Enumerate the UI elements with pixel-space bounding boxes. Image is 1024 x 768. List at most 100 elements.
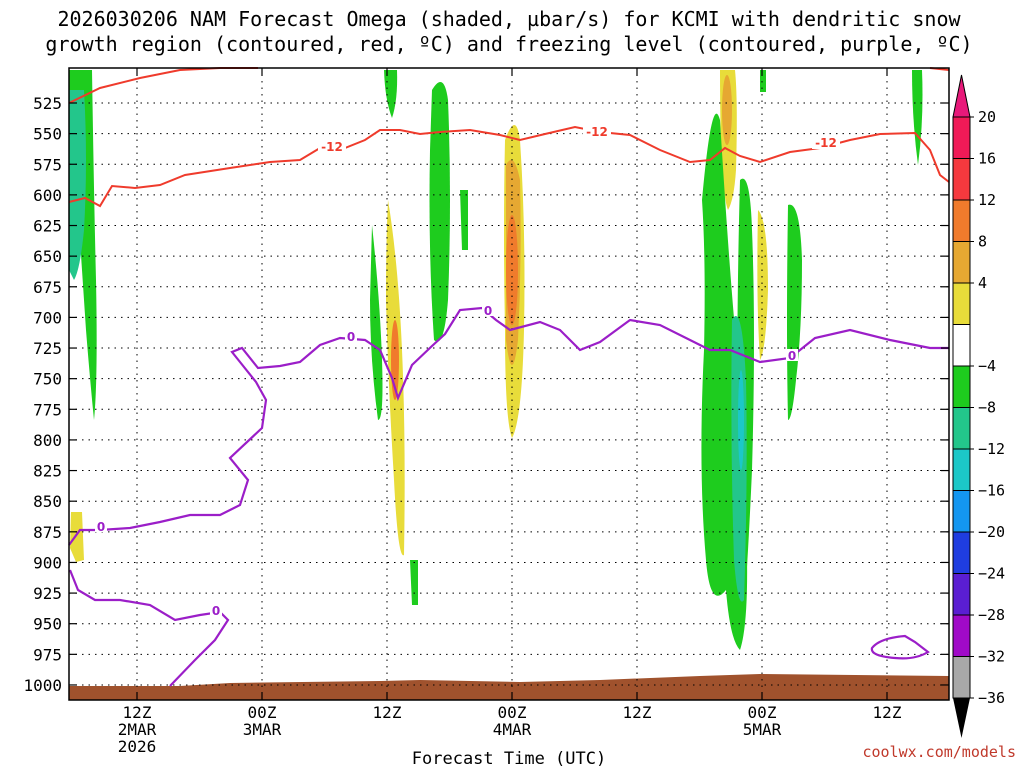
ytick-label-575: 575	[33, 155, 62, 174]
colorbar-label-0: 20	[978, 108, 996, 126]
ytick-label-800: 800	[33, 431, 62, 450]
ytick-label-700: 700	[33, 308, 62, 327]
freezing-contour-main	[68, 306, 949, 546]
colorbar-label-8: −16	[978, 482, 1005, 500]
xtick-label-0-0: 12Z	[123, 703, 152, 722]
colorbar-label-3: 8	[978, 233, 987, 251]
ytick-label-1000: 1000	[23, 676, 62, 695]
ytick-label-675: 675	[33, 278, 62, 297]
freezing-label-bg-0	[95, 520, 107, 532]
ytick-label-825: 825	[33, 462, 62, 481]
ytick-label-900: 900	[33, 553, 62, 572]
colorbar: 20 16 12 8 4 −4 −8 −12 −16 −20 −24 −28 −32 −36	[952, 74, 1005, 738]
xtick-label-6-0: 12Z	[873, 703, 902, 722]
terrain-fill	[69, 674, 949, 700]
freezing-contour-loop	[870, 634, 930, 660]
ytick-label-850: 850	[33, 492, 62, 511]
x-axis-label: Forecast Time (UTC)	[412, 749, 606, 768]
plot-frame	[68, 67, 950, 701]
contour-labels: -12 -12 -12 0 0 0 0 0	[95, 125, 840, 618]
ytick-label-550: 550	[33, 125, 62, 144]
terrain-surface	[69, 674, 949, 700]
colorbar-swatch-7	[952, 407, 971, 450]
colorbar-swatch-13	[952, 656, 971, 699]
ytick-label-525: 525	[33, 94, 62, 113]
colorbar-swatch-10	[952, 531, 971, 574]
ytick-label-950: 950	[33, 615, 62, 634]
freezing-label-bg-2	[482, 304, 494, 316]
omega-left-teal	[69, 90, 86, 280]
chart-title-line2: growth region (contoured, red, ºC) and f…	[45, 32, 972, 56]
colorbar-swatch-11	[952, 573, 971, 616]
ytick-label-775: 775	[33, 400, 62, 419]
colorbar-label-12: −32	[978, 648, 1005, 666]
colorbar-swatch-12	[952, 614, 971, 657]
y-axis-ticks: 525 550 575 600 625 650 675 700 725 750 775 800 825 8…	[23, 94, 949, 695]
colorbar-label-1: 16	[978, 150, 996, 168]
colorbar-label-6: −8	[978, 399, 996, 417]
grid-lines	[69, 68, 949, 700]
ytick-label-625: 625	[33, 217, 62, 236]
colorbar-swatch-5	[952, 324, 971, 367]
dgz-label-1: -12	[586, 125, 608, 139]
colorbar-swatch-1	[952, 158, 971, 201]
colorbar-swatch-0	[952, 116, 971, 159]
colorbar-swatch-3	[952, 241, 971, 284]
omega-cyan-f	[738, 370, 744, 470]
freezing-label-1: 0	[347, 330, 355, 344]
dgz-label-bg-0	[318, 141, 346, 153]
xtick-label-1-1: 3MAR	[243, 720, 282, 739]
xtick-label-0-2: 2026	[118, 737, 157, 756]
colorbar-label-10: −24	[978, 565, 1005, 583]
ytick-label-650: 650	[33, 247, 62, 266]
ytick-label-600: 600	[33, 186, 62, 205]
freezing-contour-lower	[68, 569, 230, 687]
colorbar-bottom-arrow	[953, 698, 970, 738]
chart-title-line1: 2026030206 NAM Forecast Omega (shaded, µ…	[57, 7, 961, 31]
dgz-label-bg-2	[812, 137, 840, 149]
freezing-label-bg-3	[786, 349, 798, 361]
freezing-label-2: 0	[484, 304, 492, 318]
credit-text: coolwx.com/models	[862, 743, 1016, 761]
omega-green-h	[760, 70, 766, 92]
ytick-label-975: 975	[33, 645, 62, 664]
omega-green-d	[460, 190, 468, 250]
omega-green-b	[410, 560, 418, 605]
colorbar-label-13: −36	[978, 689, 1005, 707]
xtick-label-5-0: 00Z	[748, 703, 777, 722]
freezing-label-bg-1	[345, 330, 357, 342]
dgz-label-bg-1	[583, 126, 611, 138]
colorbar-swatch-9	[952, 490, 971, 533]
xtick-label-5-1: 5MAR	[743, 720, 782, 739]
freezing-label-0: 0	[97, 520, 105, 534]
colorbar-label-2: 12	[978, 191, 996, 209]
dgz-label-0: -12	[321, 140, 343, 154]
xtick-label-0-1: 2MAR	[118, 720, 157, 739]
colorbar-label-7: −12	[978, 440, 1005, 458]
xtick-label-3-0: 00Z	[498, 703, 527, 722]
colorbar-label-9: −20	[978, 523, 1005, 541]
colorbar-label-11: −28	[978, 606, 1005, 624]
colorbar-swatch-2	[952, 199, 971, 242]
ytick-label-875: 875	[33, 523, 62, 542]
omega-green-a	[370, 225, 383, 420]
ytick-label-725: 725	[33, 339, 62, 358]
colorbar-swatch-4	[952, 282, 971, 325]
colorbar-label-5: −4	[978, 357, 996, 375]
omega-green-i	[912, 70, 923, 165]
omega-left-yellow	[70, 512, 84, 562]
xtick-label-2-0: 12Z	[373, 703, 402, 722]
colorbar-swatch-8	[952, 448, 971, 491]
dgz-label-2: -12	[815, 136, 837, 150]
ytick-label-925: 925	[33, 584, 62, 603]
xtick-label-4-0: 12Z	[623, 703, 652, 722]
freezing-label-3: 0	[788, 349, 796, 363]
xtick-label-3-1: 4MAR	[493, 720, 532, 739]
freezing-label-4: 0	[212, 604, 220, 618]
colorbar-label-4: 4	[978, 274, 987, 292]
freezing-label-bg-4	[210, 604, 222, 616]
xtick-label-1-0: 00Z	[248, 703, 277, 722]
colorbar-swatch-6	[952, 365, 971, 408]
